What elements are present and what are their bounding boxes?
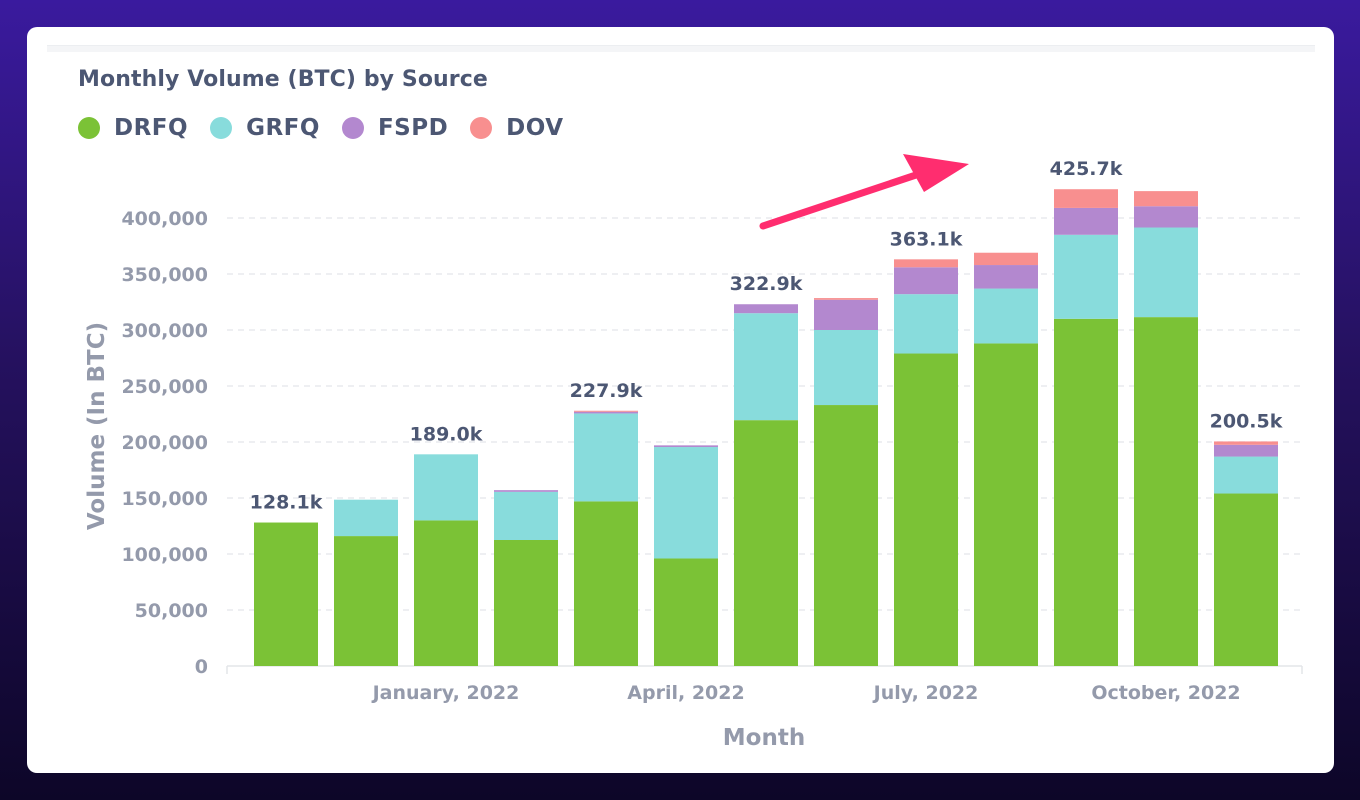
chart-title: Monthly Volume (BTC) by Source — [78, 67, 488, 92]
bar-drfq-may-2022 — [734, 420, 798, 666]
bar-grfq-dec-2021 — [334, 499, 398, 537]
legend-swatch-grfq — [210, 117, 233, 139]
bar-total-label: 227.9k — [570, 380, 643, 402]
x-tick-label: January, 2022 — [371, 682, 520, 704]
bar-drfq-jan-2022 — [414, 520, 478, 666]
legend-item-fspd[interactable]: FSPD — [341, 115, 449, 141]
y-tick-label: 350,000 — [121, 264, 208, 286]
y-tick-label: 100,000 — [121, 544, 208, 566]
legend-label-fspd: FSPD — [377, 115, 449, 141]
x-tick-label: April, 2022 — [627, 682, 744, 704]
bar-fspd-mar-2022 — [574, 411, 638, 414]
bar-dov-sep-2022 — [1054, 189, 1118, 208]
y-tick-label: 50,000 — [135, 600, 208, 622]
legend-label-grfq: GRFQ — [246, 115, 320, 141]
bar-grfq-nov-2022 — [1214, 456, 1278, 494]
bar-fspd-may-2022 — [734, 304, 798, 314]
y-tick-label: 200,000 — [121, 432, 208, 454]
card-top-divider — [47, 45, 1315, 52]
bar-dov-jun-2022 — [814, 298, 878, 300]
y-tick-label: 0 — [195, 656, 208, 678]
bar-fspd-aug-2022 — [974, 265, 1038, 289]
bar-drfq-apr-2022 — [654, 558, 718, 666]
x-tick-label: July, 2022 — [872, 682, 979, 704]
y-axis-title: Volume (In BTC) — [84, 322, 110, 530]
bar-total-label: 363.1k — [890, 228, 963, 250]
y-tick-label: 400,000 — [121, 208, 208, 230]
bar-fspd-nov-2022 — [1214, 444, 1278, 457]
bar-grfq-feb-2022 — [494, 491, 558, 540]
bar-drfq-sep-2022 — [1054, 318, 1118, 666]
bar-fspd-sep-2022 — [1054, 207, 1118, 235]
bar-dov-jul-2022 — [894, 259, 958, 268]
bar-grfq-jul-2022 — [894, 294, 958, 354]
legend-item-dov[interactable]: DOV — [470, 115, 563, 141]
bar-fspd-oct-2022 — [1134, 206, 1198, 228]
bar-dov-mar-2022 — [574, 410, 638, 412]
bar-drfq-oct-2022 — [1134, 317, 1198, 666]
y-tick-label: 250,000 — [121, 376, 208, 398]
x-tick-label: October, 2022 — [1091, 682, 1240, 704]
bar-grfq-jan-2022 — [414, 454, 478, 521]
x-axis-title: Month — [723, 725, 805, 751]
annotation-arrowhead-icon — [903, 154, 969, 192]
bar-grfq-sep-2022 — [1054, 234, 1118, 319]
bar-total-label: 128.1k — [250, 492, 323, 514]
bar-drfq-nov-2021 — [254, 522, 318, 666]
legend-swatch-dov — [470, 117, 493, 139]
y-tick-label: 300,000 — [121, 320, 208, 342]
bar-total-label: 189.0k — [410, 423, 483, 445]
bar-total-label: 425.7k — [1050, 158, 1123, 180]
legend-item-grfq[interactable]: GRFQ — [210, 115, 320, 141]
bar-fspd-jun-2022 — [814, 299, 878, 330]
bar-grfq-aug-2022 — [974, 288, 1038, 344]
bar-drfq-aug-2022 — [974, 343, 1038, 666]
annotation-arrow-icon — [759, 166, 935, 230]
y-tick-label: 150,000 — [121, 488, 208, 510]
legend-label-drfq: DRFQ — [114, 115, 189, 141]
bar-drfq-mar-2022 — [574, 501, 638, 666]
bar-dov-oct-2022 — [1134, 191, 1198, 207]
chart-legend: DRFQ GRFQ FSPD DOV — [78, 115, 586, 141]
bar-fspd-jul-2022 — [894, 267, 958, 295]
legend-item-drfq[interactable]: DRFQ — [78, 115, 188, 141]
bar-drfq-jun-2022 — [814, 405, 878, 666]
bar-grfq-may-2022 — [734, 313, 798, 421]
legend-label-dov: DOV — [506, 115, 564, 141]
bar-grfq-jun-2022 — [814, 330, 878, 406]
bar-dov-aug-2022 — [974, 252, 1038, 266]
bar-drfq-jul-2022 — [894, 353, 958, 666]
bar-dov-nov-2022 — [1214, 441, 1278, 445]
bar-drfq-nov-2022 — [1214, 493, 1278, 666]
bar-grfq-apr-2022 — [654, 447, 718, 559]
bar-grfq-mar-2022 — [574, 413, 638, 502]
bar-fspd-feb-2022 — [494, 490, 558, 492]
bar-total-label: 200.5k — [1210, 410, 1283, 432]
legend-swatch-fspd — [341, 117, 364, 139]
legend-swatch-drfq — [78, 117, 100, 139]
bar-total-label: 322.9k — [730, 273, 803, 295]
bar-drfq-dec-2021 — [334, 536, 398, 666]
bar-drfq-feb-2022 — [494, 540, 558, 666]
bar-grfq-oct-2022 — [1134, 227, 1198, 318]
bar-fspd-apr-2022 — [654, 445, 718, 448]
